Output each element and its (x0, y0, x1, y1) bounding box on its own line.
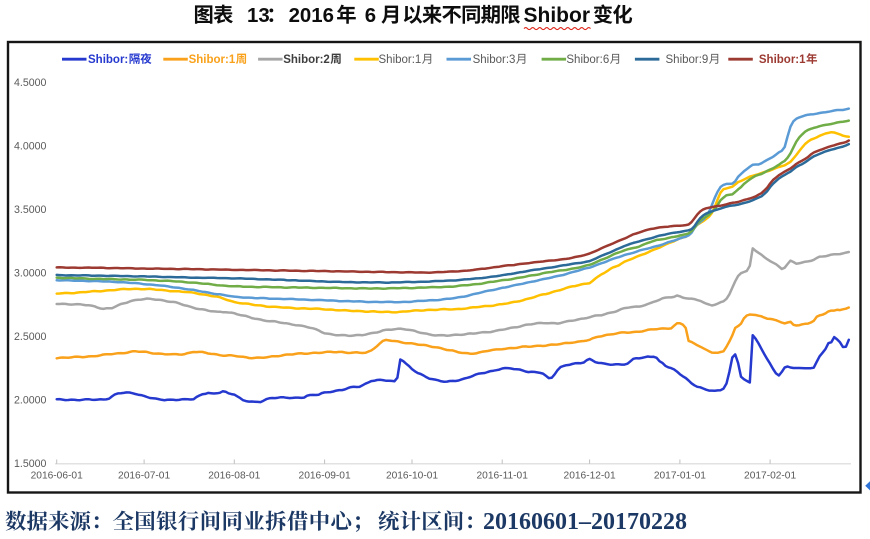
svg-text:2016-12-01: 2016-12-01 (564, 471, 616, 482)
svg-text:13: 13 (247, 5, 270, 27)
svg-text:Shibor:6: Shibor:6 (566, 54, 609, 66)
svg-text:Shibor: Shibor (524, 4, 591, 27)
svg-text:3.0000: 3.0000 (14, 267, 47, 279)
svg-text:2016: 2016 (289, 5, 334, 27)
svg-text:2016-09-01: 2016-09-01 (299, 471, 351, 482)
svg-text:Shibor:2: Shibor:2 (283, 54, 330, 66)
svg-text:Shibor:9: Shibor:9 (666, 54, 709, 66)
svg-text:4.0000: 4.0000 (14, 140, 47, 152)
svg-text:Shibor:3: Shibor:3 (473, 54, 516, 66)
svg-text:3.5000: 3.5000 (14, 204, 47, 216)
svg-text:20160601–20170228: 20160601–20170228 (483, 509, 687, 535)
svg-text:Shibor:1: Shibor:1 (759, 54, 806, 66)
svg-text:2.0000: 2.0000 (14, 395, 47, 407)
svg-text:6: 6 (365, 5, 376, 27)
svg-text:Shibor:: Shibor: (88, 54, 128, 66)
svg-text:2017-01-01: 2017-01-01 (654, 471, 706, 482)
svg-text:2016-11-01: 2016-11-01 (477, 471, 529, 482)
svg-text:2016-08-01: 2016-08-01 (208, 471, 260, 482)
svg-text:2016-06-01: 2016-06-01 (31, 471, 83, 482)
svg-text:Shibor:1: Shibor:1 (379, 54, 422, 66)
svg-text:2016-10-01: 2016-10-01 (386, 471, 438, 482)
svg-text:1.5000: 1.5000 (14, 458, 47, 470)
svg-text:2017-02-01: 2017-02-01 (744, 471, 796, 482)
svg-text:2016-07-01: 2016-07-01 (118, 471, 170, 482)
svg-text:4.5000: 4.5000 (14, 77, 47, 89)
svg-text:Shibor:1: Shibor:1 (189, 54, 236, 66)
svg-text:2.5000: 2.5000 (14, 331, 47, 343)
